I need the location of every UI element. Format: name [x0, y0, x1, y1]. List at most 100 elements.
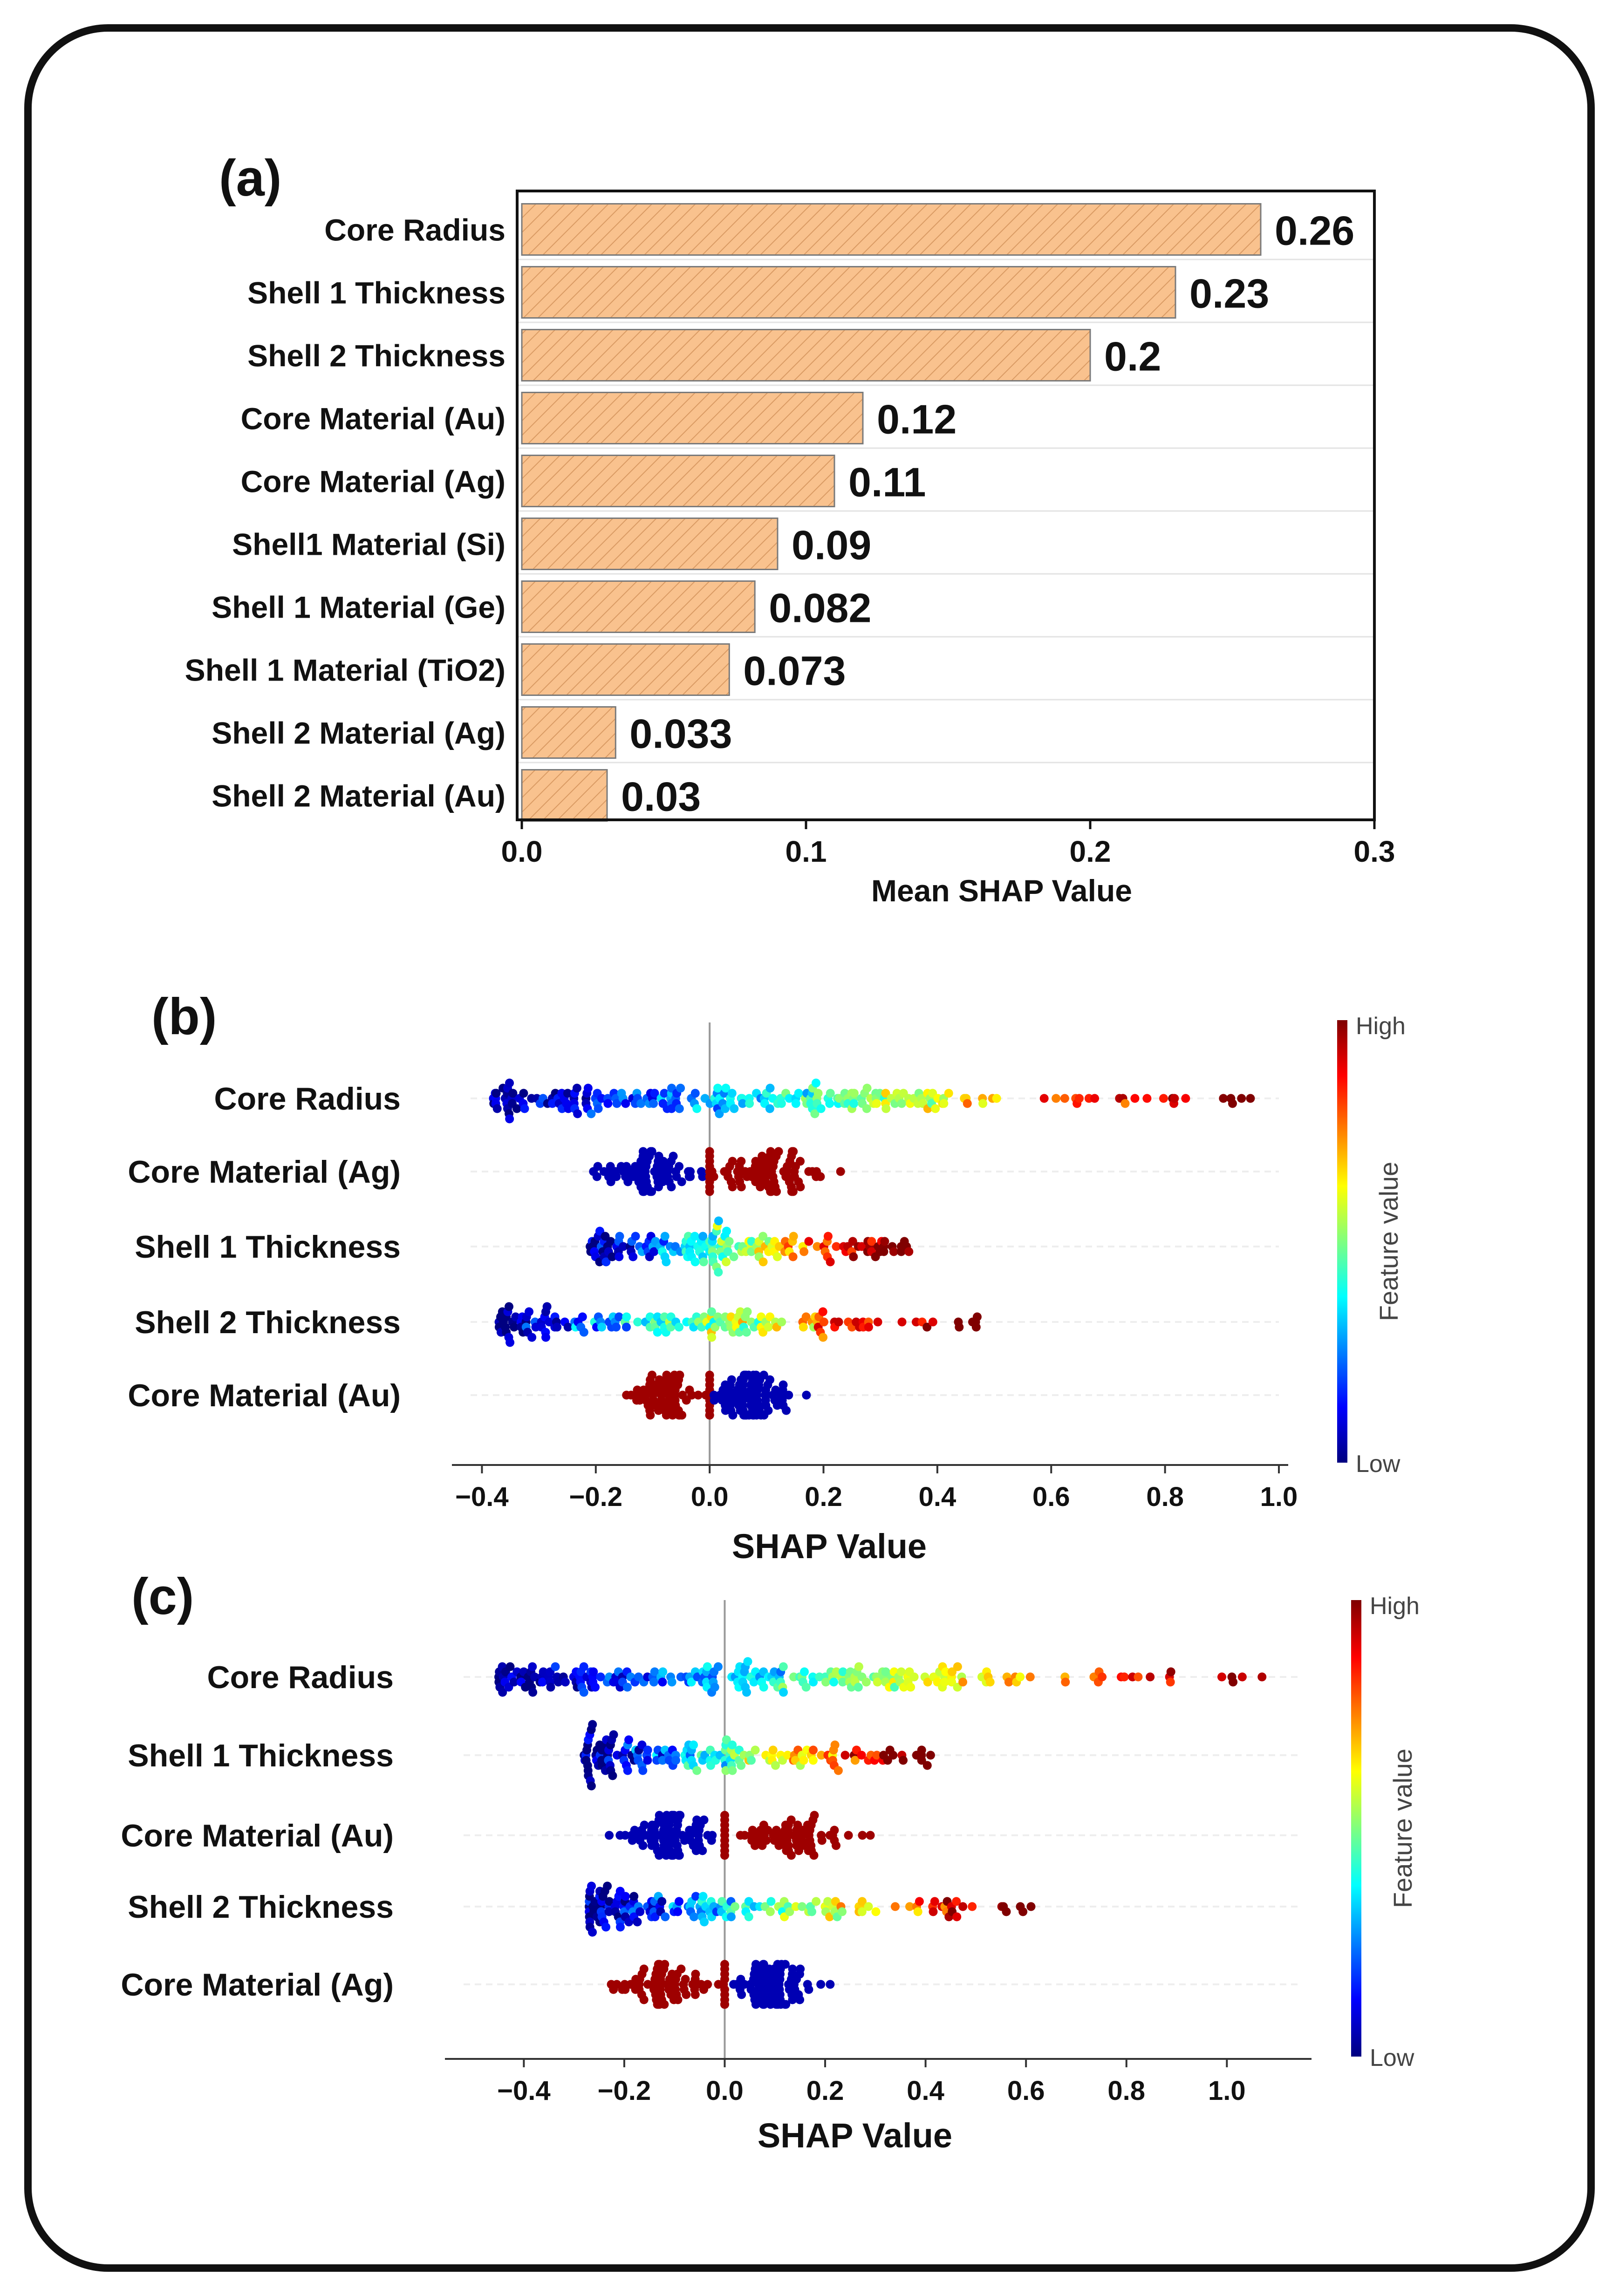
shap-point: [675, 1104, 684, 1113]
shap-point: [506, 1662, 515, 1671]
category-label: Core Material (Au): [241, 402, 506, 436]
shap-point: [862, 1083, 872, 1093]
shap-point: [800, 1667, 809, 1676]
shap-point: [505, 1114, 514, 1124]
shap-point: [1025, 1672, 1035, 1682]
shap-point: [631, 1232, 640, 1241]
shap-point: [777, 1317, 786, 1327]
shap-point: [563, 1089, 572, 1098]
shap-point: [579, 1328, 588, 1337]
category-label: Shell 1 Material (Ge): [212, 590, 506, 625]
shap-point: [637, 1740, 647, 1750]
shap-point: [700, 1917, 709, 1927]
shap-point: [588, 1720, 597, 1729]
shap-point: [509, 1322, 519, 1332]
shap-point: [809, 1745, 818, 1755]
shap-point: [857, 1242, 867, 1251]
shap-point: [1075, 1094, 1084, 1103]
shap-point: [721, 1083, 731, 1093]
shap-point: [677, 1410, 687, 1420]
shap-point: [922, 1761, 932, 1770]
shap-point: [643, 1756, 652, 1765]
data-label: 0.23: [1189, 271, 1269, 317]
shap-point: [758, 1151, 767, 1161]
shap-point: [1166, 1667, 1175, 1676]
shap-point: [691, 1892, 701, 1901]
shap-point: [650, 1912, 660, 1921]
shap-point: [640, 1820, 649, 1830]
shap-point: [791, 1902, 800, 1911]
shap-point: [799, 1756, 808, 1765]
shap-point: [953, 1662, 962, 1671]
shap-point: [675, 1370, 684, 1380]
shap-point: [765, 1083, 775, 1093]
shap-point: [816, 1104, 826, 1113]
colorbar-low-label: Low: [1356, 1451, 1400, 1478]
shap-point: [594, 1104, 603, 1113]
shap-point: [819, 1333, 828, 1342]
shap-point: [593, 1162, 602, 1171]
shap-point: [826, 1089, 835, 1098]
x-tick-label: 0.2: [1070, 835, 1111, 868]
shap-point: [745, 1099, 754, 1108]
shap-point: [619, 1242, 628, 1251]
shap-point: [782, 1406, 791, 1415]
shap-point: [779, 1688, 788, 1697]
shap-point: [749, 1677, 758, 1687]
bar: [521, 643, 730, 696]
panel-label-a: (a): [219, 150, 281, 207]
bar: [521, 769, 608, 822]
bar: [521, 392, 864, 444]
shap-point: [818, 1307, 827, 1316]
shap-point: [751, 1745, 760, 1755]
shap-point: [799, 1322, 808, 1332]
shap-point: [765, 1375, 775, 1384]
shap-point: [928, 1317, 937, 1327]
shap-point: [589, 1667, 598, 1676]
shap-point: [781, 2000, 791, 2009]
shap-point: [621, 1831, 630, 1840]
shap-point: [720, 1960, 729, 1969]
panel-label-b: (b): [151, 988, 217, 1045]
shap-point: [714, 1216, 723, 1226]
x-tick-label: 1.0: [1260, 1482, 1298, 1512]
shap-point: [829, 1677, 839, 1687]
shap-point: [653, 1328, 662, 1337]
shap-point: [939, 1099, 949, 1108]
shap-point: [788, 1187, 798, 1196]
shap-point: [612, 1172, 621, 1181]
x-tick-label: 0.2: [805, 1482, 842, 1512]
shap-point: [676, 1964, 686, 1974]
shap-point: [538, 1677, 547, 1687]
shap-point: [722, 1735, 731, 1744]
shap-point: [638, 1841, 648, 1850]
shap-point: [667, 1182, 676, 1192]
shap-point: [1134, 1672, 1143, 1682]
shap-point: [687, 1390, 697, 1400]
colorbar-low-label: Low: [1370, 2044, 1414, 2071]
shap-point: [633, 1317, 642, 1327]
shap-point: [909, 1672, 919, 1682]
shap-point: [504, 1302, 513, 1311]
shap-point: [597, 1322, 606, 1332]
shap-point: [816, 1980, 826, 1989]
shap-point: [606, 1237, 615, 1246]
shap-point: [917, 1745, 926, 1755]
shap-point: [804, 1985, 813, 1994]
shap-point: [1052, 1094, 1061, 1103]
shap-point: [601, 1257, 611, 1267]
shap-point: [858, 1897, 867, 1906]
shap-point: [1061, 1677, 1070, 1687]
shap-point: [698, 1172, 707, 1181]
shap-point: [690, 1089, 700, 1098]
shap-point: [579, 1688, 588, 1697]
shap-point: [897, 1099, 906, 1108]
shap-point: [715, 1109, 724, 1118]
data-label: 0.073: [743, 648, 846, 694]
shap-point: [836, 1167, 845, 1176]
bar: [521, 203, 1262, 256]
shap-point: [746, 1756, 756, 1765]
shap-point: [763, 1826, 772, 1835]
shap-point: [723, 1247, 732, 1256]
shap-point: [940, 1677, 950, 1687]
